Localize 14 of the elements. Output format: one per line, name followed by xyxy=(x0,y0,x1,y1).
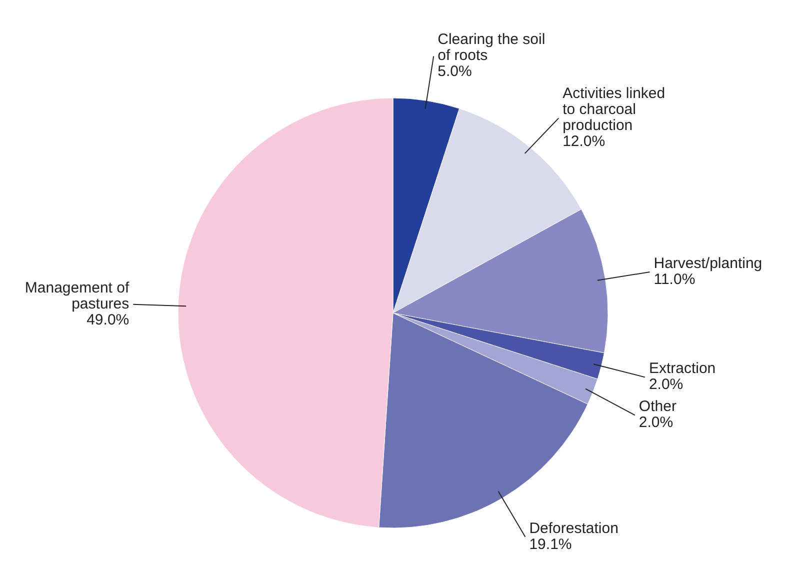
slice-label: Extraction xyxy=(648,360,716,378)
data-label: 11.0% xyxy=(654,270,696,288)
data-label: 5.0% xyxy=(438,63,472,80)
data-label: 2.0% xyxy=(638,414,674,432)
slice-label: Other xyxy=(638,398,676,416)
slice-label: Clearing the soil of roots xyxy=(438,31,546,64)
data-label: 2.0% xyxy=(648,376,684,394)
slice-label: Deforestation xyxy=(529,520,618,537)
slice-label: Harvest/planting xyxy=(654,254,762,272)
slice-label: Activities linked to charcoal production xyxy=(562,85,666,134)
data-label: 49.0% xyxy=(86,311,130,328)
data-label: 19.1% xyxy=(529,536,572,553)
slice-label: Management of pastures xyxy=(24,279,130,312)
data-label: 12.0% xyxy=(562,133,606,150)
